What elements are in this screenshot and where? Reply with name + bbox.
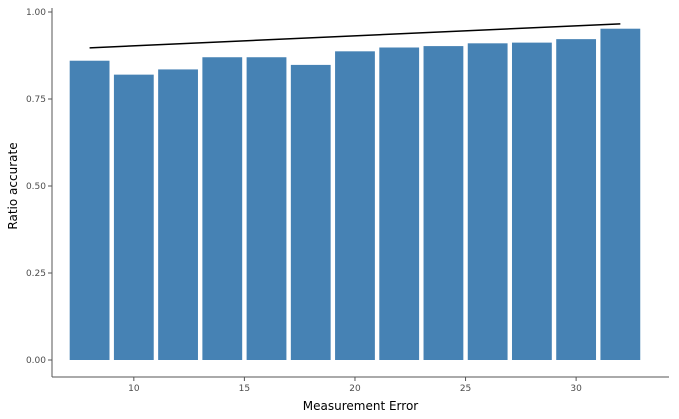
x-tick-label: 20: [349, 384, 361, 394]
y-tick-label: 0.25: [26, 269, 46, 279]
bar-20: [335, 51, 375, 360]
bar-24: [423, 46, 464, 360]
trend-line: [89, 23, 621, 49]
y-tick-label: 1.00: [26, 8, 46, 18]
bar-12: [158, 69, 198, 361]
trend-line-group: [89, 23, 621, 49]
x-axis-ticks: 10 15 20 25 30: [128, 377, 582, 394]
bar-18: [290, 64, 331, 361]
y-axis-ticks: 0.00 0.25 0.50 0.75 1.00: [26, 8, 52, 366]
bars-group: [69, 28, 641, 361]
bar-14: [202, 57, 243, 361]
bar-22: [379, 47, 420, 360]
y-tick-label: 0.75: [26, 95, 46, 105]
bar-28: [511, 42, 552, 361]
x-tick-label: 15: [239, 384, 250, 394]
x-axis-title: Measurement Error: [303, 399, 419, 413]
bar-10: [113, 74, 154, 360]
x-tick-label: 25: [460, 384, 471, 394]
bar-26: [467, 43, 508, 360]
bar-16: [246, 57, 287, 361]
bar-30: [556, 39, 597, 360]
bar-8: [69, 60, 110, 360]
bar-32: [600, 28, 641, 360]
y-tick-label: 0.50: [26, 182, 46, 192]
y-tick-label: 0.00: [26, 356, 46, 366]
x-tick-label: 30: [570, 384, 582, 394]
y-axis-title: Ratio accurate: [6, 142, 20, 229]
x-tick-label: 10: [128, 384, 140, 394]
